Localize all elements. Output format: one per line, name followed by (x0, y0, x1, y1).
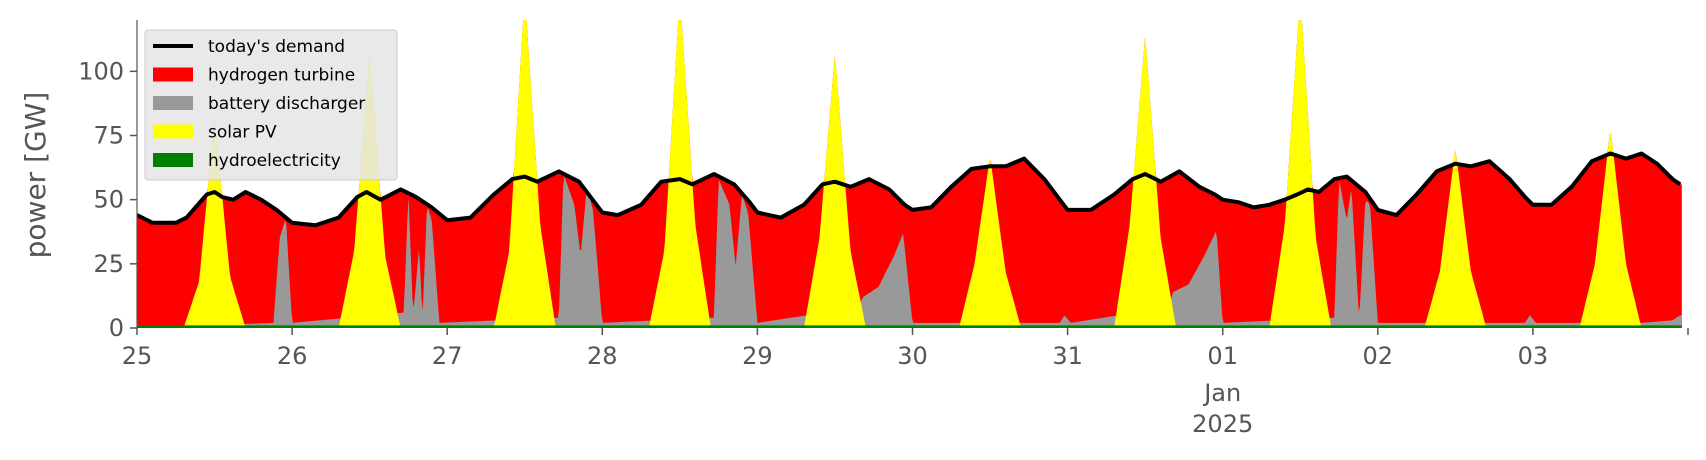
x-tick-label: 03 (1518, 342, 1549, 370)
x-tick-label: 31 (1052, 342, 1083, 370)
legend: today's demand hydrogen turbine battery di… (144, 29, 398, 181)
legend-label: hydroelectricity (208, 151, 341, 171)
legend-box (144, 29, 398, 181)
legend-patch-swatch (153, 153, 193, 167)
y-axis-title: power [GW] (19, 92, 52, 259)
x-tick-label: 01 (1207, 342, 1238, 370)
solar-pv-area (137, 20, 1682, 328)
legend-patch-swatch (153, 96, 193, 110)
x-tick-month-label: Jan (1202, 379, 1241, 407)
demand-line-group (137, 151, 1682, 228)
x-tick-label: 26 (277, 342, 308, 370)
legend-patch-swatch (153, 124, 193, 139)
x-tick-label: 28 (587, 342, 618, 370)
x-tick-label: 02 (1363, 342, 1394, 370)
legend-label: today's demand (208, 37, 345, 57)
legend-label: solar PV (208, 123, 277, 143)
y-tick-label: 75 (93, 122, 124, 150)
x-tick-year-label: 2025 (1192, 410, 1253, 438)
x-tick-label: 29 (742, 342, 773, 370)
stacked-areas (137, 20, 1682, 328)
y-tick-label: 0 (109, 314, 124, 342)
demand-line (137, 151, 1682, 228)
battery-discharger-area (137, 176, 1682, 328)
x-tick-label: 27 (432, 342, 463, 370)
x-tick-label: 30 (897, 342, 928, 370)
hydroelectricity-area (137, 325, 1682, 328)
y-tick-label: 50 (93, 186, 124, 214)
legend-patch-swatch (153, 67, 193, 82)
legend-label: hydrogen turbine (208, 66, 355, 86)
legend-label: battery discharger (208, 94, 365, 114)
x-tick-label: 25 (122, 342, 153, 370)
y-tick-label: 100 (78, 57, 124, 85)
y-tick-label: 25 (93, 250, 124, 278)
